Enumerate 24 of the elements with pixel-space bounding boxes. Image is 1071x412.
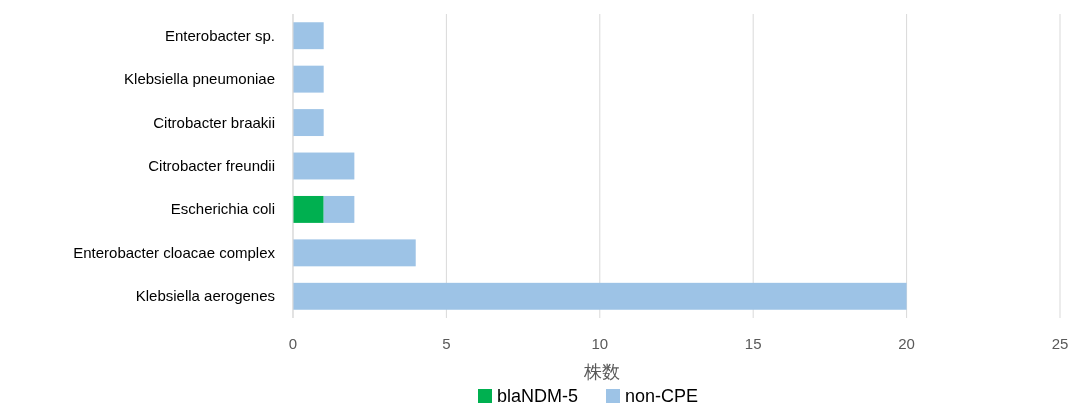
bar bbox=[293, 22, 324, 50]
bar bbox=[293, 109, 324, 137]
x-axis-title: 株数 bbox=[582, 362, 620, 382]
y-tick-label: Enterobacter cloacae complex bbox=[73, 243, 276, 261]
y-tick-label: Citrobacter freundii bbox=[148, 157, 275, 174]
x-tick-label: 10 bbox=[591, 335, 609, 352]
x-tick-label: 25 bbox=[1051, 335, 1069, 352]
bar bbox=[293, 282, 907, 310]
bar bbox=[293, 65, 324, 93]
y-tick-label: Enterobacter sp. bbox=[164, 26, 275, 44]
x-tick-label: 15 bbox=[744, 335, 762, 352]
y-tick-label: Escherichia coli bbox=[170, 200, 275, 218]
legend-label: non-CPE bbox=[625, 386, 699, 406]
x-tick-label: 0 bbox=[288, 335, 298, 352]
x-tick-label: 20 bbox=[898, 335, 915, 352]
y-tick-label: Klebsiella aerogenes bbox=[135, 287, 275, 305]
legend-label: blaNDM-5 bbox=[497, 386, 579, 406]
bar bbox=[293, 195, 324, 223]
y-tick-label: Klebsiella pneumoniae bbox=[124, 70, 275, 88]
bar bbox=[293, 152, 355, 180]
x-tick-label: 5 bbox=[442, 335, 451, 352]
y-tick-label: Citrobacter braakii bbox=[153, 113, 275, 131]
bar bbox=[293, 239, 416, 267]
bar bbox=[323, 195, 355, 223]
